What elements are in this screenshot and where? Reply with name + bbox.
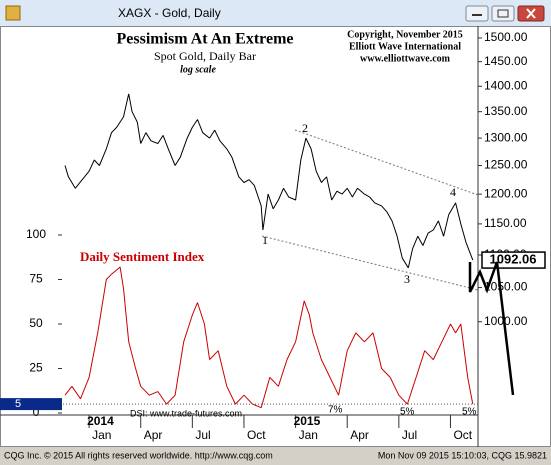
year-label: 2015 [294, 414, 321, 428]
sentiment-note: 5% [462, 407, 477, 418]
footer-left: CQG Inc. © 2015 All rights reserved worl… [4, 450, 273, 460]
y-tick-label: 1000.00 [484, 314, 528, 328]
x-tick-label: Oct [453, 428, 472, 442]
x-tick-label: Apr [144, 428, 163, 442]
footer-right: Mon Nov 09 2015 15:10:03, CQG 15.9821 [378, 450, 547, 460]
x-tick-label: Jul [402, 428, 417, 442]
y-tick-label: 1350.00 [484, 104, 528, 118]
plot: 1000.001050.001100.001150.001200.001250.… [0, 30, 546, 442]
chart-title: Pessimism At An Extreme [116, 31, 293, 48]
y2-tick-label: 25 [29, 361, 43, 375]
sentiment-title: Daily Sentiment Index [80, 249, 205, 264]
y-tick-label: 1400.00 [484, 78, 528, 92]
projection-line [468, 261, 515, 396]
y-tick-label: 1050.00 [484, 280, 528, 294]
upper-channel [294, 129, 479, 196]
x-tick-label: Oct [247, 428, 266, 442]
y2-tick-label: 100 [26, 227, 46, 241]
y-tick-label: 1300.00 [484, 130, 528, 144]
copyright-line: Elliott Wave International [349, 41, 461, 52]
close-glyph [526, 8, 536, 19]
wave-label: 4 [450, 185, 456, 199]
y-tick-label: 1150.00 [484, 216, 527, 230]
scale-note: log scale [180, 64, 216, 75]
y2-tick-label: 50 [29, 316, 43, 330]
title-bar [0, 0, 551, 26]
y2-tick-label: 0 [33, 405, 40, 419]
year-label: 2014 [87, 414, 114, 428]
maximize-glyph [497, 9, 509, 18]
wave-label: 3 [404, 272, 410, 286]
copyright-line: www.elliottwave.com [360, 53, 451, 64]
series-line [64, 93, 474, 269]
minimize-button[interactable] [465, 5, 489, 22]
copyright-line: Copyright, November 2015 [347, 29, 463, 40]
window-title: XAGX - Gold, Daily [118, 6, 221, 20]
last-price-label: 1092.06 [490, 252, 537, 267]
chart-subtitle: Spot Gold, Daily Bar [154, 49, 256, 63]
y2-tick-label: 75 [29, 272, 43, 286]
wave-label: 1 [262, 233, 268, 247]
y-tick-label: 1450.00 [484, 54, 528, 68]
last-sentiment-box [0, 398, 62, 411]
footer-bar [0, 447, 551, 465]
x-tick-label: Jan [299, 428, 318, 442]
sentiment-note: 5% [400, 407, 415, 418]
maximize-button[interactable] [491, 5, 515, 22]
sentiment-source: DSI: www.trade-futures.com [130, 408, 242, 418]
sentiment-note: 7% [328, 405, 343, 416]
x-tick-label: Jan [92, 428, 111, 442]
y-tick-label: 1500.00 [484, 30, 528, 44]
last-sentiment-label: 5 [15, 398, 21, 410]
y-tick-label: 1250.00 [484, 158, 528, 172]
lower-channel [261, 235, 479, 291]
y-tick-label: 1200.00 [484, 186, 528, 200]
series-line [64, 266, 474, 409]
x-tick-label: Apr [350, 428, 369, 442]
app-icon [5, 5, 21, 21]
x-tick-label: Jul [195, 428, 210, 442]
wave-label: 2 [302, 121, 308, 135]
